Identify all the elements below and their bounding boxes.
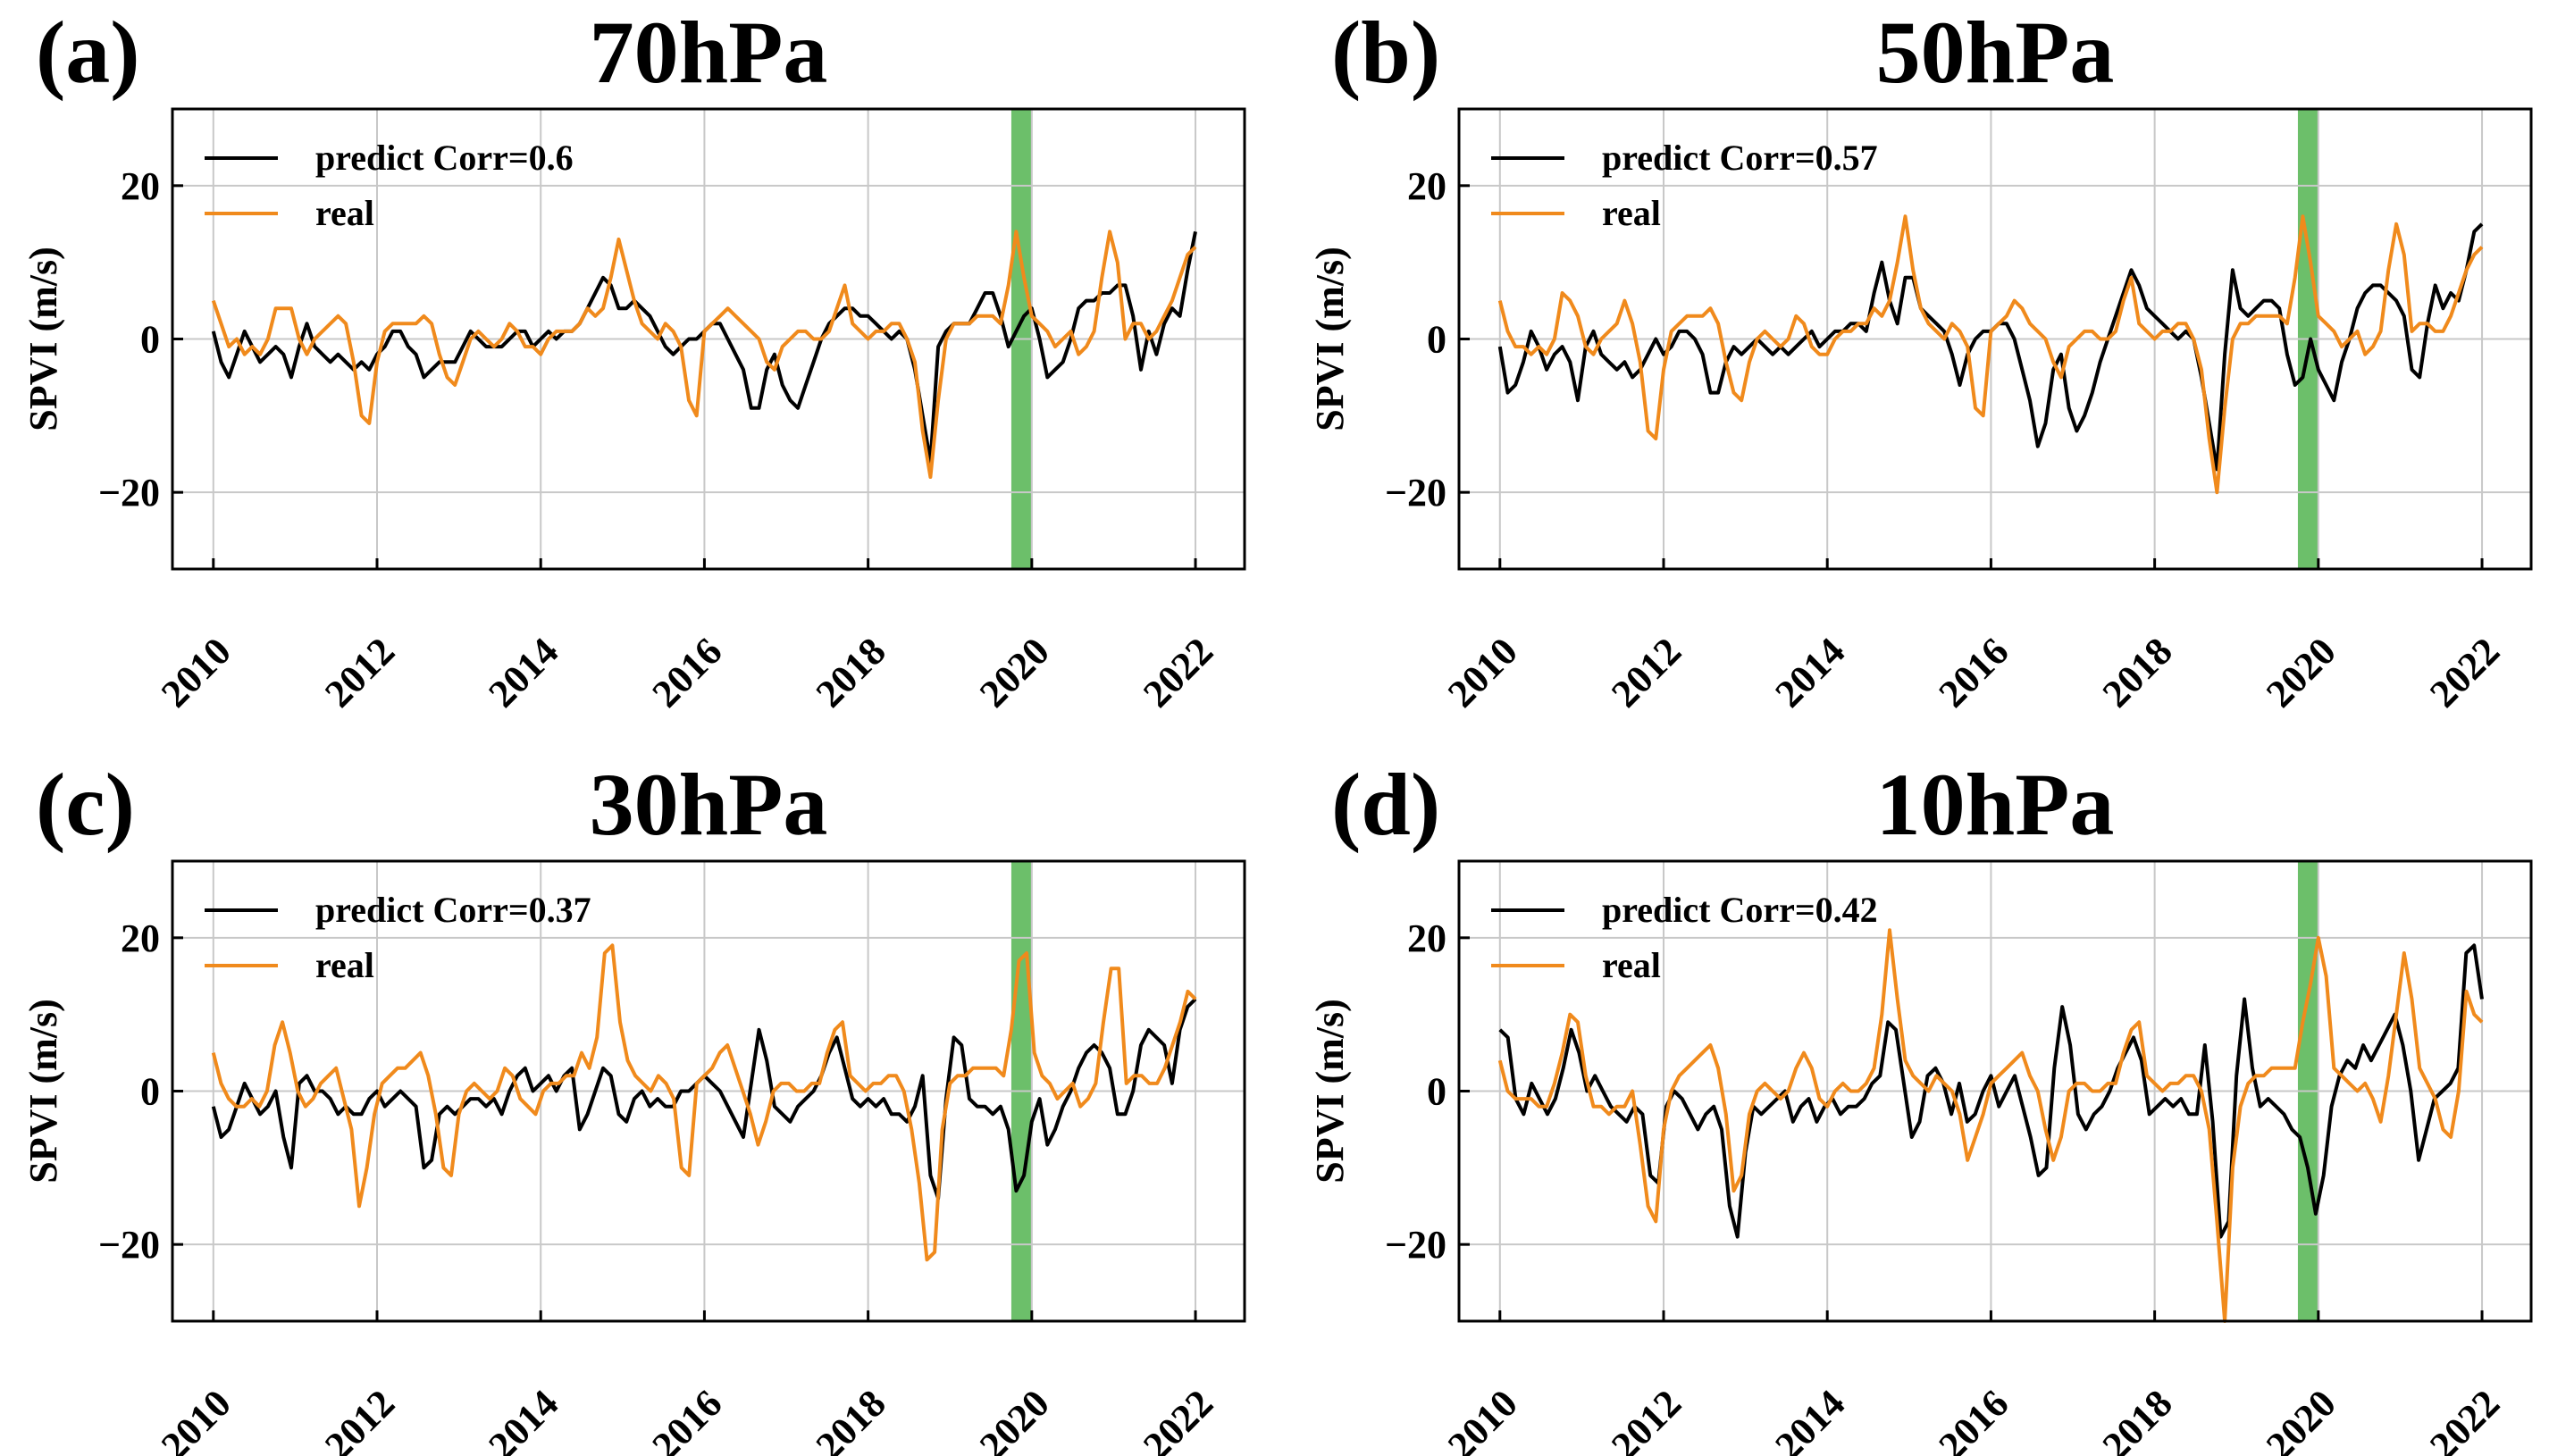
y-tick-label: −20 <box>98 471 160 515</box>
x-tick-label: 2014 <box>1766 629 1853 715</box>
legend-label: predict Corr=0.42 <box>1602 890 1878 930</box>
y-tick-label: −20 <box>1385 471 1446 515</box>
real-series-line <box>1497 214 2484 495</box>
x-tick-label: 2016 <box>644 1381 731 1456</box>
x-tick-label: 2022 <box>1135 629 1221 715</box>
panel-label: (b) <box>1331 3 1440 102</box>
y-tick-label: 0 <box>140 318 160 362</box>
y-axis-label: SPVI (m/s) <box>1308 999 1352 1184</box>
x-tick-label: 2018 <box>808 1381 894 1456</box>
x-tick-label: 2022 <box>2421 629 2508 715</box>
y-tick-label: −20 <box>98 1223 160 1267</box>
real-series-line <box>211 943 1197 1262</box>
y-tick-label: 0 <box>140 1070 160 1114</box>
x-tick-label: 2012 <box>1603 1381 1690 1456</box>
panel-label: (c) <box>36 755 135 854</box>
y-axis-label: SPVI (m/s) <box>21 247 65 431</box>
panel-b: (b) 50hPa 2010 2012 2014 2016 2018 2020 2022 −20 0… <box>1308 3 2533 715</box>
chart-title: 10hPa <box>1876 755 2115 854</box>
legend-label: predict Corr=0.6 <box>315 138 574 178</box>
x-tick-label: 2010 <box>1439 1381 1526 1456</box>
x-tick-label: 2012 <box>316 629 403 715</box>
y-tick-label: 0 <box>1427 318 1446 362</box>
x-tick-label: 2014 <box>1766 1381 1853 1456</box>
x-tick-label: 2010 <box>1439 629 1526 715</box>
x-tick-label: 2014 <box>480 629 566 715</box>
y-tick-label: 20 <box>1407 916 1446 960</box>
y-tick-label: −20 <box>1385 1223 1446 1267</box>
real-series-line <box>1497 928 2484 1323</box>
legend-label: real <box>315 193 374 233</box>
legend-label: real <box>1602 193 1661 233</box>
legend-label: real <box>1602 945 1661 985</box>
x-tick-label: 2020 <box>2258 629 2344 715</box>
x-tick-label: 2020 <box>971 629 1058 715</box>
panel-a: (a) 70hPa 2010 2012 2014 2016 2018 2020 2022 −20 0… <box>21 3 1246 715</box>
y-tick-label: 0 <box>1427 1070 1446 1114</box>
y-tick-label: 20 <box>121 916 160 960</box>
x-tick-label: 2018 <box>808 629 894 715</box>
x-tick-label: 2014 <box>480 1381 566 1456</box>
x-tick-label: 2020 <box>2258 1381 2344 1456</box>
x-tick-label: 2010 <box>153 1381 239 1456</box>
x-tick-label: 2012 <box>1603 629 1690 715</box>
panel-label: (a) <box>36 3 140 102</box>
x-tick-label: 2016 <box>644 629 731 715</box>
panel-c: (c) 30hPa 2010 2012 2014 2016 2018 2020 2022 −20 0… <box>21 755 1246 1456</box>
x-tick-label: 2016 <box>1931 629 2017 715</box>
x-tick-label: 2022 <box>2421 1381 2508 1456</box>
x-tick-label: 2018 <box>2094 1381 2181 1456</box>
y-axis-label: SPVI (m/s) <box>1308 247 1352 431</box>
chart-title: 30hPa <box>590 755 828 854</box>
x-tick-label: 2020 <box>971 1381 1058 1456</box>
legend-label: predict Corr=0.37 <box>315 890 591 930</box>
y-tick-label: 20 <box>121 164 160 208</box>
y-tick-label: 20 <box>1407 164 1446 208</box>
y-axis-label: SPVI (m/s) <box>21 999 65 1184</box>
x-tick-label: 2016 <box>1931 1381 2017 1456</box>
x-tick-label: 2010 <box>153 629 239 715</box>
legend-label: predict Corr=0.57 <box>1602 138 1878 178</box>
x-tick-label: 2012 <box>316 1381 403 1456</box>
chart-title: 70hPa <box>590 3 828 102</box>
x-tick-label: 2022 <box>1135 1381 1221 1456</box>
legend-label: real <box>315 945 374 985</box>
x-tick-label: 2018 <box>2094 629 2181 715</box>
chart-title: 50hPa <box>1876 3 2115 102</box>
panel-d: (d) 10hPa 2010 2012 2014 2016 2018 2020 2022 −20 0… <box>1308 755 2533 1456</box>
panel-label: (d) <box>1331 755 1440 854</box>
real-series-line <box>211 230 1197 479</box>
